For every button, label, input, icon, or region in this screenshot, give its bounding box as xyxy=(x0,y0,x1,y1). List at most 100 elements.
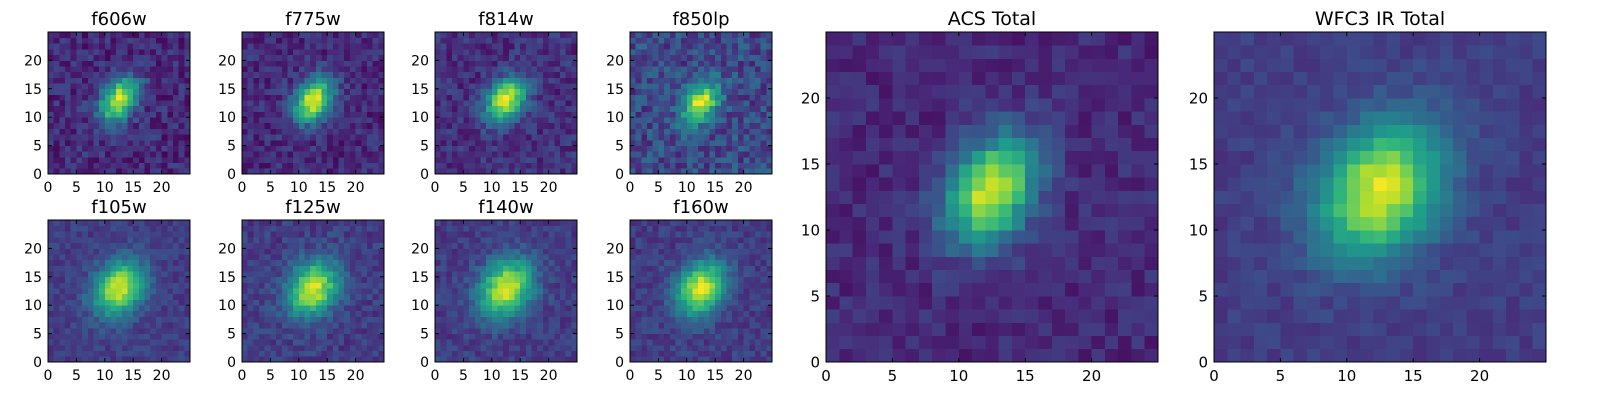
heatmap-cell xyxy=(480,54,487,61)
heatmap-cell xyxy=(658,156,665,163)
heatmap-cell xyxy=(150,333,157,340)
heatmap-cell xyxy=(259,333,266,340)
heatmap-cell xyxy=(525,339,532,346)
heatmap-cell xyxy=(315,288,322,295)
heatmap-cell xyxy=(349,32,356,39)
heatmap-cell xyxy=(48,225,55,232)
heatmap-cell xyxy=(349,265,356,272)
heatmap-cell xyxy=(332,162,339,169)
heatmap-cell xyxy=(138,248,145,255)
heatmap-cell xyxy=(184,356,191,363)
heatmap-cell xyxy=(184,37,191,44)
heatmap-cell xyxy=(652,293,659,300)
heatmap-cell xyxy=(681,117,688,124)
heatmap-cell xyxy=(48,139,55,146)
heatmap-cell xyxy=(110,111,117,118)
heatmap-cell xyxy=(87,60,94,67)
heatmap-cell xyxy=(480,156,487,163)
heatmap-cell xyxy=(514,168,521,175)
heatmap-cell xyxy=(480,259,487,266)
heatmap-cell xyxy=(276,271,283,278)
heatmap-cell xyxy=(161,242,168,249)
heatmap-cell xyxy=(726,128,733,135)
heatmap-cell xyxy=(686,122,693,129)
heatmap-cell xyxy=(743,299,750,306)
heatmap-cell xyxy=(344,333,351,340)
heatmap-cell xyxy=(155,310,162,317)
heatmap-cell xyxy=(698,122,705,129)
heatmap-cell xyxy=(53,162,60,169)
heatmap-cell xyxy=(184,254,191,261)
heatmap-cell xyxy=(172,128,179,135)
heatmap-cell xyxy=(361,242,368,249)
heatmap-cell xyxy=(59,71,66,78)
heatmap-cell xyxy=(321,316,328,323)
x-tick-label: 15 xyxy=(511,368,529,384)
heatmap-cell xyxy=(338,60,345,67)
heatmap-cell xyxy=(167,32,174,39)
heatmap-cell xyxy=(469,322,476,329)
heatmap-cell xyxy=(332,88,339,95)
heatmap-cell xyxy=(732,43,739,50)
heatmap-cell xyxy=(474,271,481,278)
heatmap-cell xyxy=(110,134,117,141)
heatmap-cell xyxy=(514,231,521,238)
heatmap-cell xyxy=(525,293,532,300)
heatmap-cell xyxy=(469,271,476,278)
heatmap-cell xyxy=(372,83,379,90)
heatmap-cell xyxy=(446,339,453,346)
heatmap-cell xyxy=(59,220,66,227)
heatmap-cell xyxy=(565,282,572,289)
heatmap-cell xyxy=(59,242,66,249)
heatmap-cell xyxy=(310,356,317,363)
heatmap-cell xyxy=(293,327,300,334)
heatmap-cell xyxy=(332,71,339,78)
heatmap-cell xyxy=(435,156,442,163)
heatmap-cell xyxy=(531,293,538,300)
heatmap-cell xyxy=(474,282,481,289)
heatmap-cell xyxy=(372,316,379,323)
x-tick-label: 10 xyxy=(483,180,501,196)
heatmap-cell xyxy=(298,139,305,146)
heatmap-cell xyxy=(474,350,481,357)
heatmap-cell xyxy=(161,162,168,169)
heatmap-cell xyxy=(559,105,566,112)
heatmap-cell xyxy=(327,259,334,266)
heatmap-cell xyxy=(452,54,459,61)
heatmap-cell xyxy=(635,122,642,129)
heatmap-cell xyxy=(571,293,578,300)
heatmap-cell xyxy=(514,288,521,295)
heatmap-cell xyxy=(681,134,688,141)
heatmap-cell xyxy=(310,327,317,334)
heatmap-cell xyxy=(178,134,185,141)
heatmap-cell xyxy=(138,322,145,329)
heatmap-cell xyxy=(116,88,123,95)
heatmap-cell xyxy=(754,94,761,101)
heatmap-cell xyxy=(161,66,168,73)
heatmap-cell xyxy=(686,37,693,44)
heatmap-cell xyxy=(630,54,637,61)
heatmap-cell xyxy=(531,105,538,112)
heatmap-cell xyxy=(652,128,659,135)
heatmap-cell xyxy=(525,156,532,163)
heatmap-cell xyxy=(53,77,60,84)
heatmap-cell xyxy=(361,225,368,232)
heatmap-cell xyxy=(242,231,249,238)
heatmap-cell xyxy=(669,151,676,158)
heatmap-cell xyxy=(87,117,94,124)
heatmap-cell xyxy=(247,242,254,249)
heatmap-cell xyxy=(457,60,464,67)
heatmap-cell xyxy=(76,94,83,101)
heatmap-cell xyxy=(378,54,385,61)
heatmap-cell xyxy=(315,248,322,255)
heatmap-cell xyxy=(658,43,665,50)
heatmap-cell xyxy=(372,242,379,249)
heatmap-cell xyxy=(486,134,493,141)
heatmap-cell xyxy=(276,134,283,141)
heatmap-cell xyxy=(378,122,385,129)
heatmap-cell xyxy=(361,293,368,300)
heatmap-cell xyxy=(116,151,123,158)
heatmap-cell xyxy=(378,77,385,84)
y-tick-label: 10 xyxy=(218,110,236,126)
heatmap-cell xyxy=(276,128,283,135)
